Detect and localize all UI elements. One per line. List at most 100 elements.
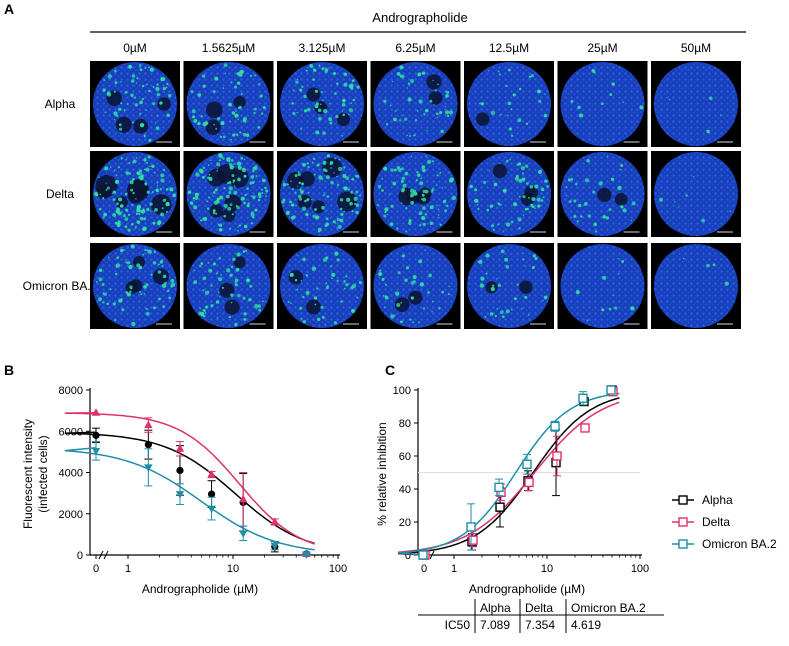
infected-cell <box>197 121 201 126</box>
panel-c-letter: C <box>385 362 395 378</box>
infected-cell <box>248 298 252 302</box>
infected-cell <box>422 206 426 211</box>
infected-cell <box>303 94 307 98</box>
infected-cell <box>282 198 286 202</box>
plaque <box>337 191 357 212</box>
infected-cell <box>345 275 348 278</box>
plaque <box>209 203 224 218</box>
infected-cell <box>444 110 450 115</box>
infected-cell <box>410 281 415 285</box>
infected-cell <box>162 305 166 308</box>
infected-cell <box>536 197 541 202</box>
infected-cell <box>322 178 324 180</box>
infected-cell <box>236 81 241 85</box>
infected-cell <box>249 74 253 78</box>
infected-cell <box>436 116 438 119</box>
y-tick-label: 100 <box>393 385 411 397</box>
infected-cell <box>497 202 501 206</box>
infected-cell <box>534 256 538 260</box>
infected-cell <box>617 185 622 191</box>
infected-cell <box>230 265 234 268</box>
panel-b-ylabel-line2: (infected cells) <box>36 435 50 512</box>
infected-cell <box>212 209 216 213</box>
infected-cell <box>314 89 319 93</box>
infected-cell <box>125 208 129 212</box>
infected-cell <box>115 174 118 177</box>
infected-cell <box>486 208 490 212</box>
infected-cell <box>120 248 124 252</box>
infected-cell <box>296 254 298 256</box>
infected-cell <box>298 194 302 199</box>
infected-cell <box>161 283 167 288</box>
infected-cell <box>492 228 496 231</box>
infected-cell <box>356 85 360 89</box>
infected-cell <box>191 109 196 114</box>
infected-cell <box>231 174 235 178</box>
infected-cell <box>107 256 110 259</box>
infected-cell <box>305 69 308 72</box>
data-point <box>466 522 476 532</box>
infected-cell <box>318 64 321 67</box>
infected-cell <box>162 198 166 202</box>
infected-cell <box>138 64 142 67</box>
infected-cell <box>415 179 418 182</box>
infected-cell <box>265 195 267 198</box>
infected-cell <box>325 175 330 180</box>
plaque <box>224 299 240 315</box>
infected-cell <box>296 288 299 291</box>
infected-cell <box>422 71 426 75</box>
infected-cell <box>614 306 618 310</box>
infected-cell <box>490 286 495 292</box>
infected-cell <box>145 109 148 112</box>
infected-cell <box>257 125 261 129</box>
infected-cell <box>518 195 521 198</box>
micrograph-well <box>651 61 741 147</box>
panel-b-chart: 0 2000 4000 6000 8000 0 1 10 100 <box>59 385 348 575</box>
data-point <box>207 470 216 478</box>
infected-cell <box>206 207 210 210</box>
infected-cell <box>355 210 359 215</box>
infected-cell <box>431 160 434 163</box>
infected-cell <box>156 83 159 86</box>
infected-cell <box>258 82 261 85</box>
infected-cell <box>505 222 511 227</box>
infected-cell <box>427 159 432 164</box>
concentration-label: 0µM <box>123 41 147 55</box>
infected-cell <box>483 180 487 184</box>
infected-cell <box>112 190 116 194</box>
infected-cell <box>140 293 143 296</box>
ic50-value: 4.619 <box>571 618 601 632</box>
infected-cell <box>162 87 166 91</box>
infected-cell <box>202 217 204 220</box>
x-tick-label: 1 <box>125 563 131 575</box>
infected-cell <box>210 304 214 308</box>
infected-cell <box>324 68 329 72</box>
infected-cell <box>228 160 231 163</box>
infected-cell <box>107 74 112 79</box>
infected-cell <box>480 102 485 106</box>
infected-cell <box>296 185 299 187</box>
infected-cell <box>328 67 330 69</box>
x-tick-label: 10 <box>541 563 553 575</box>
infected-cell <box>139 112 142 115</box>
infected-cell <box>355 203 360 207</box>
data-point <box>522 459 532 469</box>
infected-cell <box>517 118 522 123</box>
infected-cell <box>418 99 423 104</box>
infected-cell <box>598 181 603 186</box>
infected-cell <box>622 208 627 213</box>
infected-cell <box>136 204 142 210</box>
infected-cell <box>422 307 426 310</box>
infected-cell <box>390 314 395 319</box>
infected-cell <box>249 181 253 185</box>
infected-cell <box>521 177 526 181</box>
infected-cell <box>529 211 531 214</box>
infected-cell <box>120 157 123 160</box>
infected-cell <box>422 222 426 227</box>
infected-cell <box>113 170 116 172</box>
infected-cell <box>208 196 211 199</box>
infected-cell <box>543 295 548 300</box>
infected-cell <box>212 191 216 194</box>
infected-cell <box>162 274 167 279</box>
infected-cell <box>342 113 346 117</box>
